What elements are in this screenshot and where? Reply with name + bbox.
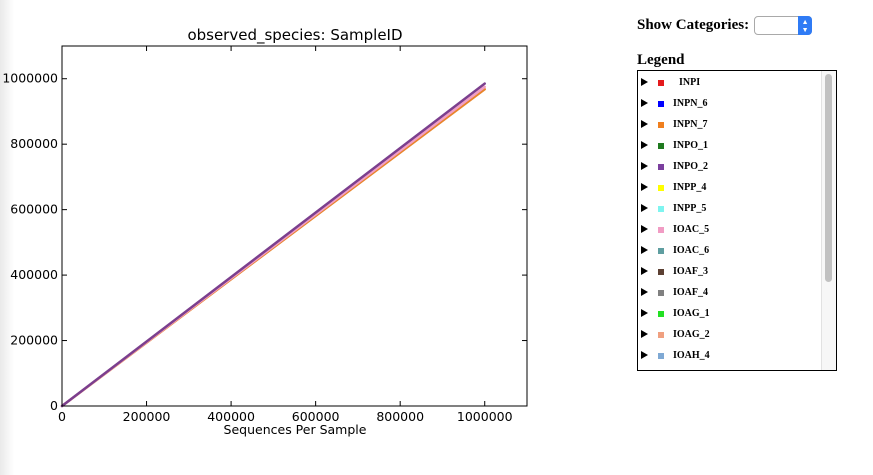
legend-swatch bbox=[658, 80, 664, 86]
expand-arrow-icon[interactable] bbox=[641, 183, 648, 191]
legend-swatch bbox=[658, 332, 664, 338]
legend-item[interactable]: INPN_6 bbox=[638, 96, 824, 112]
legend-swatch bbox=[658, 185, 664, 191]
category-select[interactable]: ▲ ▼ bbox=[754, 16, 813, 35]
series-line-inpo-2 bbox=[60, 82, 486, 408]
legend-swatch bbox=[658, 248, 664, 254]
legend-label: INPP_5 bbox=[673, 203, 707, 214]
legend-label: IOAC_5 bbox=[673, 224, 710, 235]
legend-item[interactable]: INPP_4 bbox=[638, 180, 824, 196]
x-tick-label: 1000000 bbox=[457, 409, 513, 424]
expand-arrow-icon[interactable] bbox=[641, 78, 648, 86]
legend-item[interactable]: INPO_2 bbox=[638, 159, 824, 175]
expand-arrow-icon[interactable] bbox=[641, 246, 648, 254]
series-layer bbox=[60, 82, 486, 408]
expand-arrow-icon[interactable] bbox=[641, 267, 648, 275]
expand-arrow-icon[interactable] bbox=[641, 162, 648, 170]
legend-item[interactable]: INPN_7 bbox=[638, 117, 824, 133]
legend-label: INPI bbox=[679, 77, 701, 88]
legend-swatch bbox=[658, 227, 664, 233]
select-stepper-icon: ▲ ▼ bbox=[798, 16, 813, 35]
category-controls: Show Categories: ▲ ▼ bbox=[637, 16, 813, 35]
x-tick-label: 0 bbox=[58, 409, 66, 424]
x-tick-label: 200000 bbox=[123, 409, 171, 424]
legend-item[interactable]: IOAH_4 bbox=[638, 348, 824, 364]
x-tick-label: 600000 bbox=[292, 409, 340, 424]
legend-swatch bbox=[658, 143, 664, 149]
page-edge-shade bbox=[0, 0, 14, 475]
legend-swatch bbox=[658, 290, 664, 296]
legend-item[interactable]: IOAG_1 bbox=[638, 306, 824, 322]
expand-arrow-icon[interactable] bbox=[641, 288, 648, 296]
legend-label: INPN_7 bbox=[673, 119, 708, 130]
y-tick-label: 0 bbox=[50, 398, 58, 413]
legend-scroll-thumb[interactable] bbox=[825, 74, 832, 282]
expand-arrow-icon[interactable] bbox=[641, 120, 648, 128]
legend-swatch bbox=[658, 164, 664, 170]
legend-item[interactable]: IOAC_5 bbox=[638, 222, 824, 238]
y-tick-label: 400000 bbox=[10, 267, 58, 282]
y-axis: 0 200000 400000 600000 800000 1000000 bbox=[2, 71, 527, 413]
legend-swatch bbox=[658, 122, 664, 128]
legend-label: IOAG_1 bbox=[673, 308, 710, 319]
legend-swatch bbox=[658, 269, 664, 275]
x-tick-label: 800000 bbox=[376, 409, 424, 424]
legend-swatch bbox=[658, 353, 664, 359]
legend-label: IOAF_3 bbox=[673, 266, 708, 277]
expand-arrow-icon[interactable] bbox=[641, 309, 648, 317]
legend-label: IOAH_4 bbox=[673, 350, 710, 361]
legend-label: INPO_1 bbox=[673, 140, 708, 151]
legend-title: Legend bbox=[637, 52, 685, 68]
legend-item[interactable]: INPI bbox=[638, 75, 824, 91]
chart-title: observed_species: SampleID bbox=[187, 26, 402, 45]
expand-arrow-icon[interactable] bbox=[641, 204, 648, 212]
legend-item[interactable]: IOAF_4 bbox=[638, 285, 824, 301]
legend-swatch bbox=[658, 311, 664, 317]
legend-swatch bbox=[658, 101, 664, 107]
legend-label: INPO_2 bbox=[673, 161, 708, 172]
x-axis-label: Sequences Per Sample bbox=[224, 422, 367, 437]
legend-item[interactable]: IOAC_6 bbox=[638, 243, 824, 259]
plot-frame bbox=[61, 45, 528, 407]
expand-arrow-icon[interactable] bbox=[641, 330, 648, 338]
legend-scrollbar[interactable] bbox=[821, 71, 836, 370]
rarefaction-plot: observed_species: SampleID 0 200000 400000… bbox=[2, 26, 528, 437]
legend-label: IOAF_4 bbox=[673, 287, 708, 298]
legend-label: IOAG_2 bbox=[673, 329, 710, 340]
legend-swatch bbox=[658, 206, 664, 212]
x-tick-label: 400000 bbox=[207, 409, 255, 424]
legend-label: INPP_4 bbox=[673, 182, 707, 193]
expand-arrow-icon[interactable] bbox=[641, 351, 648, 359]
y-tick-label: 600000 bbox=[10, 202, 58, 217]
expand-arrow-icon[interactable] bbox=[641, 225, 648, 233]
legend-item[interactable]: IOAF_3 bbox=[638, 264, 824, 280]
legend-item[interactable]: INPO_1 bbox=[638, 138, 824, 154]
y-tick-label: 1000000 bbox=[2, 71, 58, 86]
y-tick-label: 800000 bbox=[10, 136, 58, 151]
show-categories-label: Show Categories: bbox=[637, 17, 750, 33]
legend-label: INPN_6 bbox=[673, 98, 708, 109]
legend-label: IOAC_6 bbox=[673, 245, 710, 256]
x-axis: 0 200000 400000 600000 800000 1000000 bbox=[58, 46, 513, 424]
expand-arrow-icon[interactable] bbox=[641, 141, 648, 149]
legend-panel: INPI INPN_6 INPN_7 INPO_1 INPO_2 INPP_4 INPP_5… bbox=[637, 70, 837, 371]
expand-arrow-icon[interactable] bbox=[641, 99, 648, 107]
y-tick-label: 200000 bbox=[10, 333, 58, 348]
legend-item[interactable]: IOAG_2 bbox=[638, 327, 824, 343]
legend-item[interactable]: INPP_5 bbox=[638, 201, 824, 217]
